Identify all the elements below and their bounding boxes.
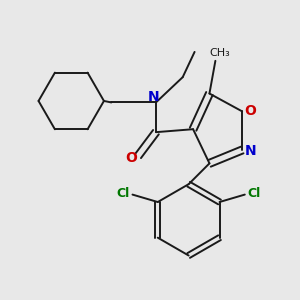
Text: O: O — [244, 104, 256, 118]
Text: CH₃: CH₃ — [209, 48, 230, 59]
Text: Cl: Cl — [117, 187, 130, 200]
Text: N: N — [245, 145, 257, 158]
Text: Cl: Cl — [247, 187, 260, 200]
Text: N: N — [148, 90, 159, 104]
Text: O: O — [126, 151, 137, 165]
